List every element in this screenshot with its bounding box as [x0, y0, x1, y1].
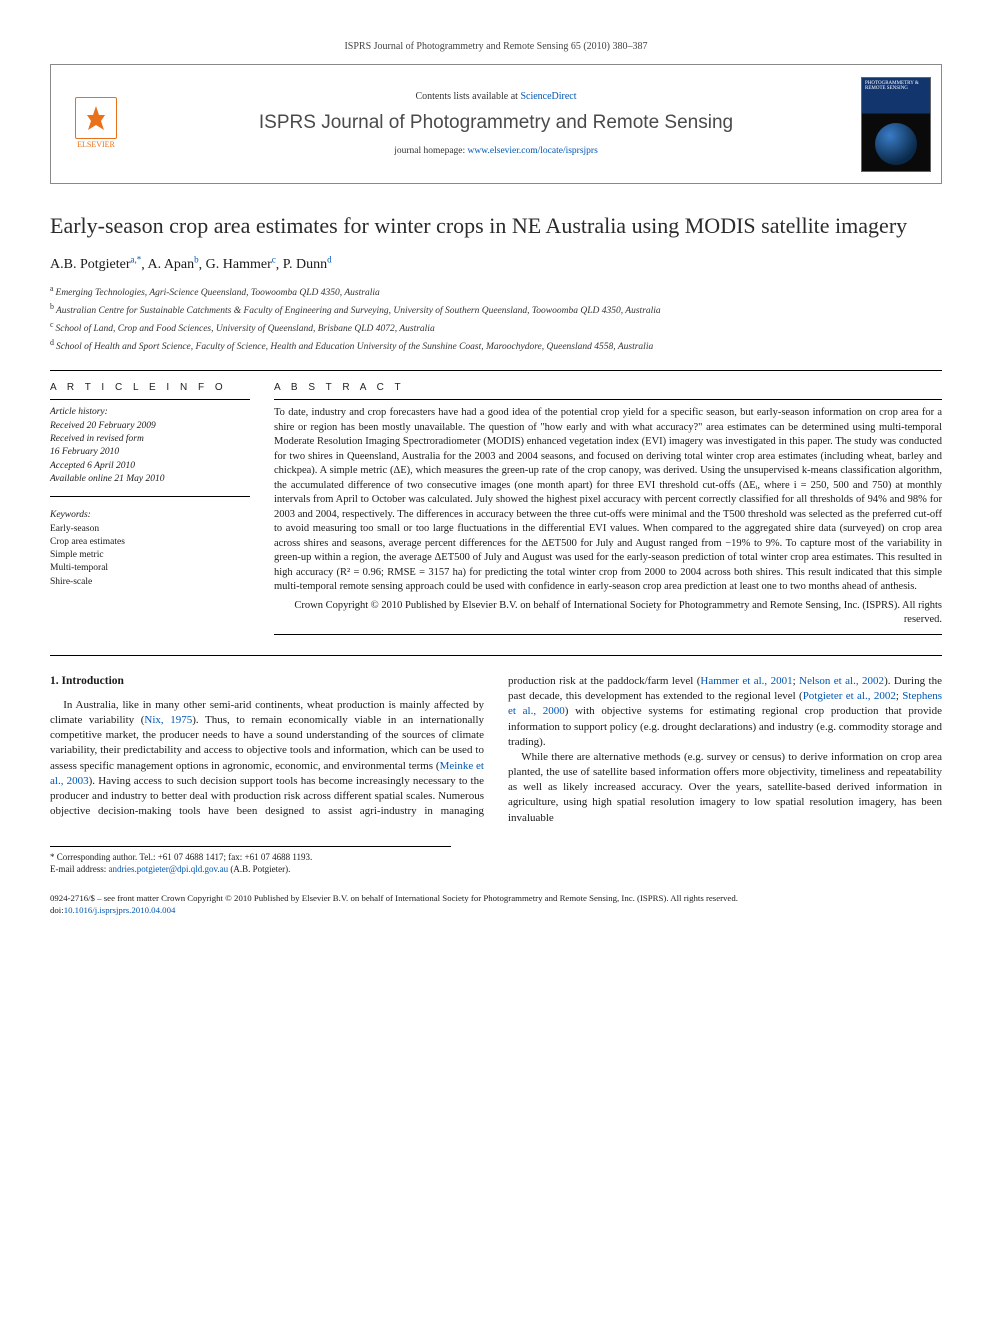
journal-cover-thumb: PHOTOGRAMMETRY & REMOTE SENSING: [861, 77, 931, 172]
keyword: Shire-scale: [50, 576, 250, 589]
affil-mark-link[interactable]: a,*: [131, 255, 142, 265]
running-head: ISPRS Journal of Photogrammetry and Remo…: [50, 40, 942, 54]
keywords-block: Keywords: Early-season Crop area estimat…: [50, 509, 250, 589]
elsevier-logo: ELSEVIER: [69, 89, 124, 159]
history-line: Received 20 February 2009: [50, 421, 156, 431]
author: P. Dunnd: [283, 257, 332, 272]
affil-mark-link[interactable]: d: [327, 255, 332, 265]
journal-homepage-line: journal homepage: www.elsevier.com/locat…: [394, 145, 598, 158]
divider: [50, 399, 250, 400]
cover-cell: PHOTOGRAMMETRY & REMOTE SENSING: [851, 65, 941, 183]
history-label: Article history:: [50, 407, 108, 417]
cover-title: PHOTOGRAMMETRY & REMOTE SENSING: [865, 81, 927, 92]
body-para: While there are alternative methods (e.g…: [508, 750, 942, 826]
author: G. Hammerc: [206, 257, 276, 272]
article-info-column: A R T I C L E I N F O Article history: R…: [50, 375, 250, 641]
affiliation: cSchool of Land, Crop and Food Sciences,…: [50, 319, 942, 337]
citation-link[interactable]: Potgieter et al., 2002: [803, 690, 896, 702]
abstract-text: To date, industry and crop forecasters h…: [274, 406, 942, 594]
affiliation: bAustralian Centre for Sustainable Catch…: [50, 301, 942, 319]
cover-globe-icon: [875, 123, 917, 165]
keyword: Early-season: [50, 523, 250, 536]
affiliations: aEmerging Technologies, Agri-Science Que…: [50, 283, 942, 355]
article-history: Article history: Received 20 February 20…: [50, 406, 250, 486]
author: A. Apanb: [147, 257, 198, 272]
citation-link[interactable]: Nelson et al., 2002: [799, 675, 884, 687]
contents-available-line: Contents lists available at ScienceDirec…: [415, 90, 576, 104]
journal-homepage-link[interactable]: www.elsevier.com/locate/isprsjprs: [468, 146, 598, 156]
affil-mark-link[interactable]: c: [272, 255, 276, 265]
abstract-column: A B S T R A C T To date, industry and cr…: [274, 375, 942, 641]
article-body: 1. Introduction In Australia, like in ma…: [50, 674, 942, 826]
masthead-center: Contents lists available at ScienceDirec…: [141, 65, 851, 183]
keyword: Simple metric: [50, 549, 250, 562]
abstract-head: A B S T R A C T: [274, 381, 942, 395]
affiliation: dSchool of Health and Sport Science, Fac…: [50, 337, 942, 355]
contents-prefix: Contents lists available at: [415, 91, 520, 102]
citation-link[interactable]: Hammer et al., 2001: [700, 675, 792, 687]
author: A.B. Potgietera,*: [50, 257, 141, 272]
elsevier-tree-icon: [75, 97, 117, 139]
affiliation: aEmerging Technologies, Agri-Science Que…: [50, 283, 942, 301]
footer-copyright: 0924-2716/$ – see front matter Crown Cop…: [50, 893, 942, 905]
corr-email-line: E-mail address: andries.potgieter@dpi.ql…: [50, 863, 451, 875]
history-line: 16 February 2010: [50, 447, 119, 457]
section-head: 1. Introduction: [50, 674, 484, 690]
doi-link[interactable]: 10.1016/j.isprsjprs.2010.04.004: [64, 905, 176, 915]
divider: [274, 634, 942, 635]
affil-mark-link[interactable]: b: [194, 255, 199, 265]
article-title: Early-season crop area estimates for win…: [50, 212, 942, 240]
journal-masthead: ELSEVIER Contents lists available at Sci…: [50, 64, 942, 184]
page-footer: 0924-2716/$ – see front matter Crown Cop…: [50, 893, 942, 917]
divider: [274, 399, 942, 400]
footer-doi: doi:10.1016/j.isprsjprs.2010.04.004: [50, 905, 942, 917]
keyword: Crop area estimates: [50, 536, 250, 549]
homepage-prefix: journal homepage:: [394, 146, 467, 156]
history-line: Available online 21 May 2010: [50, 474, 165, 484]
citation-link[interactable]: Nix, 1975: [144, 714, 192, 726]
email-link[interactable]: andries.potgieter@dpi.qld.gov.au: [108, 864, 228, 874]
corr-author-line: * Corresponding author. Tel.: +61 07 468…: [50, 851, 451, 863]
article-info-head: A R T I C L E I N F O: [50, 381, 250, 395]
author-list: A.B. Potgietera,*, A. Apanb, G. Hammerc,…: [50, 254, 942, 275]
divider: [50, 370, 942, 371]
journal-title: ISPRS Journal of Photogrammetry and Remo…: [259, 110, 733, 137]
sciencedirect-link[interactable]: ScienceDirect: [520, 91, 576, 102]
history-line: Received in revised form: [50, 434, 144, 444]
keywords-label: Keywords:: [50, 510, 91, 520]
history-line: Accepted 6 April 2010: [50, 461, 135, 471]
abstract-copyright: Crown Copyright © 2010 Published by Else…: [274, 599, 942, 628]
corresponding-author-footnote: * Corresponding author. Tel.: +61 07 468…: [50, 846, 451, 875]
publisher-logo-cell: ELSEVIER: [51, 65, 141, 183]
publisher-name: ELSEVIER: [77, 139, 115, 150]
divider: [50, 655, 942, 656]
keyword: Multi-temporal: [50, 562, 250, 575]
divider: [50, 496, 250, 497]
